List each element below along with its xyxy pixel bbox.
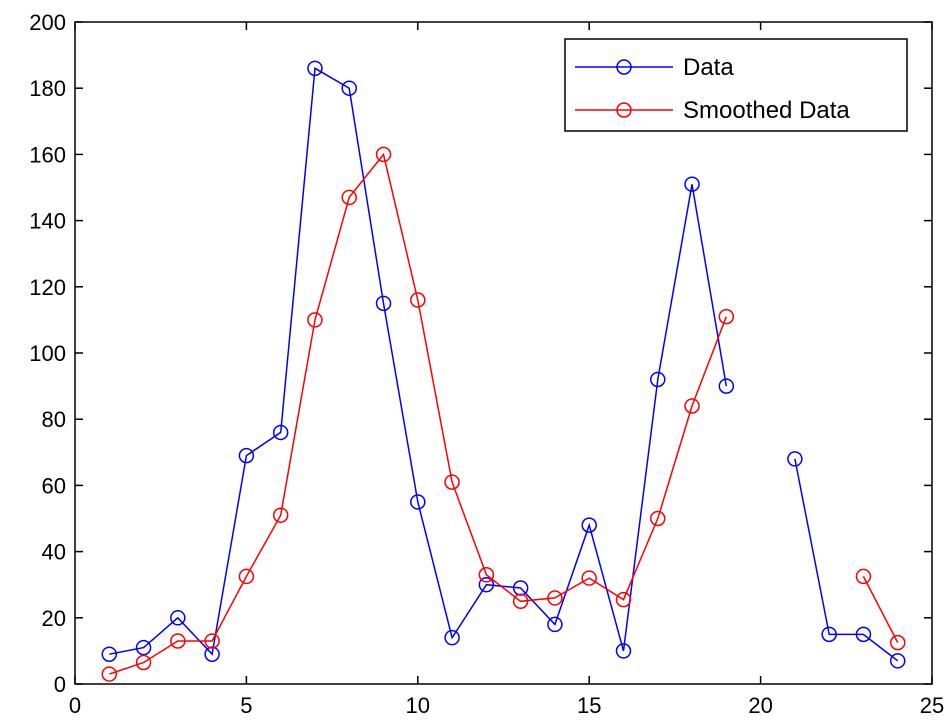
data-point-data xyxy=(855,626,872,643)
y-tick-label: 80 xyxy=(42,407,66,432)
data-point-data xyxy=(478,576,495,593)
legend-box xyxy=(564,38,908,132)
data-point-data xyxy=(581,517,597,533)
data-point-smoothed-data xyxy=(135,654,152,671)
data-point-data xyxy=(615,643,632,659)
data-point-data xyxy=(101,646,118,662)
data-point-smoothed-data xyxy=(204,633,220,649)
data-point-smoothed-data xyxy=(444,474,460,490)
data-point-data xyxy=(889,653,906,669)
data-point-data xyxy=(238,447,255,464)
data-point-smoothed-data xyxy=(478,567,495,583)
legend-label-smoothed-data: Smoothed Data xyxy=(683,97,850,124)
data-point-data xyxy=(512,580,529,596)
y-tick-label: 0 xyxy=(54,672,66,697)
x-tick-label: 0 xyxy=(69,693,81,718)
legend: Data Smoothed Data xyxy=(564,38,908,132)
data-point-data xyxy=(170,610,186,626)
data-point-data xyxy=(307,60,323,77)
data-point-data xyxy=(410,494,426,510)
data-point-smoothed-data xyxy=(889,634,906,651)
legend-marker-smoothed-data xyxy=(616,102,632,118)
data-point-smoothed-data xyxy=(615,591,632,608)
data-point-smoothed-data xyxy=(307,312,323,328)
y-tick-label: 140 xyxy=(29,209,66,234)
data-point-data xyxy=(375,295,392,312)
legend-label-data: Data xyxy=(683,54,734,81)
y-tick-label: 120 xyxy=(29,275,66,300)
data-point-smoothed-data xyxy=(581,570,597,586)
data-point-smoothed-data xyxy=(101,666,118,682)
data-point-data xyxy=(718,378,735,394)
y-tick-label: 200 xyxy=(29,10,66,35)
series-line-smoothed-data xyxy=(862,576,899,643)
y-tick-label: 160 xyxy=(29,142,66,167)
y-tick-label: 40 xyxy=(42,540,66,565)
series-line-data xyxy=(109,67,728,656)
data-point-smoothed-data xyxy=(684,398,700,414)
y-tick-label: 100 xyxy=(29,341,66,366)
legend-marker-data xyxy=(616,59,632,75)
x-tick-label: 10 xyxy=(406,693,430,718)
data-point-smoothed-data xyxy=(341,189,357,206)
data-point-smoothed-data xyxy=(170,633,186,649)
x-tick-label: 5 xyxy=(240,693,252,718)
data-point-data xyxy=(341,80,357,96)
data-point-smoothed-data xyxy=(410,292,426,308)
series-smoothed-data xyxy=(101,146,906,682)
axes-box xyxy=(74,21,933,685)
data-point-smoothed-data xyxy=(238,568,255,585)
data-point-smoothed-data xyxy=(512,593,529,609)
y-tick-label: 20 xyxy=(42,606,66,631)
y-tick-label: 180 xyxy=(29,76,66,101)
data-point-data xyxy=(272,424,289,441)
series-line-data xyxy=(794,458,899,662)
data-point-smoothed-data xyxy=(650,510,666,527)
data-point-data xyxy=(787,451,803,467)
data-point-data xyxy=(684,176,700,192)
data-point-smoothed-data xyxy=(375,146,392,163)
data-point-smoothed-data xyxy=(718,308,735,325)
legend-entry-smoothed-data: Smoothed Data xyxy=(575,97,850,124)
series-layer xyxy=(101,60,906,682)
y-tick-label: 60 xyxy=(42,473,66,498)
series-data xyxy=(101,60,906,669)
data-point-data xyxy=(135,639,152,656)
series-line-smoothed-data xyxy=(109,152,728,675)
data-point-data xyxy=(650,371,666,388)
x-tick-label: 20 xyxy=(748,693,772,718)
legend-entry-data: Data xyxy=(575,54,734,81)
data-point-data xyxy=(204,646,220,662)
data-point-data xyxy=(547,616,563,633)
x-tick-label: 15 xyxy=(577,693,601,718)
data-point-smoothed-data xyxy=(547,590,563,606)
data-point-data xyxy=(821,626,837,643)
x-tick-label: 25 xyxy=(920,693,944,718)
data-point-smoothed-data xyxy=(272,507,289,523)
data-point-smoothed-data xyxy=(855,568,872,585)
plot-area: 0 5 10 15 20 25 0 20 40 60 80 100 120 140 160 180 200 xyxy=(29,10,944,718)
data-point-data xyxy=(444,629,460,646)
